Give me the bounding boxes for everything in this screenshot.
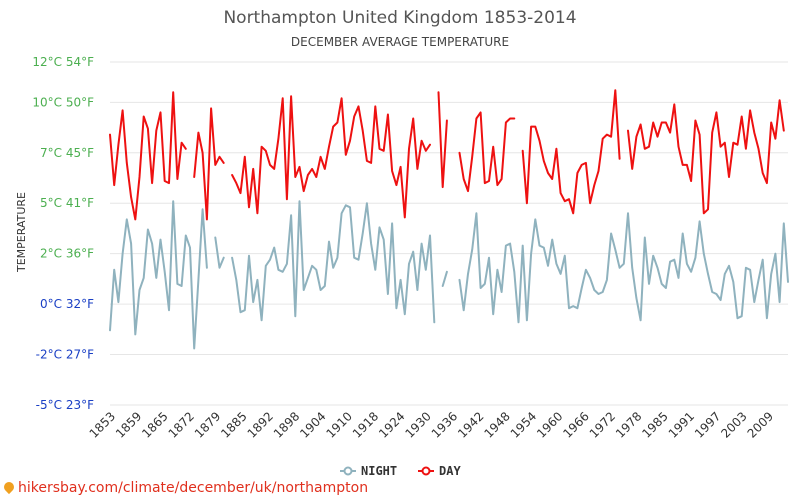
legend-item-day[interactable]: DAY bbox=[418, 464, 461, 478]
x-tick-label: 1918 bbox=[350, 409, 381, 440]
x-tick-label: 1966 bbox=[560, 409, 591, 440]
series-lines bbox=[109, 89, 789, 350]
x-tick-label: 1924 bbox=[376, 409, 407, 440]
x-tick-label: 1936 bbox=[429, 409, 460, 440]
y-tick-label: 10°C 50°F bbox=[32, 95, 94, 109]
legend-marker bbox=[421, 466, 431, 476]
chart-subtitle: DECEMBER AVERAGE TEMPERATURE bbox=[290, 35, 510, 49]
series-line-night bbox=[109, 200, 789, 350]
x-tick-label: 1865 bbox=[139, 409, 170, 440]
x-tick-label: 1879 bbox=[192, 409, 223, 440]
y-axis-label: TEMPERATURE bbox=[15, 192, 28, 273]
legend-label: NIGHT bbox=[361, 464, 397, 478]
y-tick-label: 5°C 41°F bbox=[40, 196, 94, 210]
x-tick-label: 1978 bbox=[613, 409, 644, 440]
x-tick-label: 1859 bbox=[113, 409, 144, 440]
legend-marker bbox=[343, 466, 353, 476]
x-tick-label: 1885 bbox=[218, 409, 249, 440]
x-tick-label: 1872 bbox=[166, 409, 197, 440]
y-tick-label: -5°C 23°F bbox=[36, 398, 94, 412]
x-tick-label: 1910 bbox=[324, 409, 355, 440]
y-axis-ticks: 12°C 54°F 10°C 50°F 7°C 45°F 5°C 41°F 2°C 36… bbox=[32, 55, 94, 412]
legend-item-night[interactable]: NIGHT bbox=[340, 464, 397, 478]
x-tick-label: 1960 bbox=[534, 409, 565, 440]
x-axis-ticks: 1853185918651872187918851892189819041910… bbox=[87, 409, 776, 440]
series-line-day bbox=[109, 89, 785, 221]
y-tick-label: 0°C 32°F bbox=[40, 297, 94, 311]
x-tick-label: 2003 bbox=[718, 409, 749, 440]
location-pin-icon bbox=[1, 479, 17, 495]
footer-link[interactable]: hikersbay.com/climate/december/uk/northa… bbox=[1, 479, 369, 496]
x-tick-label: 1972 bbox=[587, 409, 618, 440]
x-tick-label: 1997 bbox=[692, 409, 723, 440]
x-tick-label: 1985 bbox=[639, 409, 670, 440]
x-tick-label: 1930 bbox=[402, 409, 433, 440]
grid-lines bbox=[110, 61, 788, 406]
y-tick-label: -2°C 27°F bbox=[36, 348, 94, 362]
x-tick-label: 1948 bbox=[481, 409, 512, 440]
legend-label: DAY bbox=[439, 464, 461, 478]
chart-title: Northampton United Kingdom 1853-2014 bbox=[223, 8, 577, 28]
x-tick-label: 1942 bbox=[455, 409, 486, 440]
y-tick-label: 2°C 36°F bbox=[40, 247, 94, 261]
footer-text: hikersbay.com/climate/december/uk/northa… bbox=[18, 480, 369, 496]
x-tick-label: 1954 bbox=[508, 409, 539, 440]
chart-legend: NIGHT DAY bbox=[340, 464, 461, 478]
x-tick-label: 1898 bbox=[271, 409, 302, 440]
x-tick-label: 1853 bbox=[87, 409, 118, 440]
x-tick-label: 1892 bbox=[245, 409, 276, 440]
y-tick-label: 12°C 54°F bbox=[32, 55, 94, 69]
x-tick-label: 1904 bbox=[297, 409, 328, 440]
x-tick-label: 1991 bbox=[666, 409, 697, 440]
y-tick-label: 7°C 45°F bbox=[40, 146, 94, 160]
x-tick-label: 2009 bbox=[745, 409, 776, 440]
